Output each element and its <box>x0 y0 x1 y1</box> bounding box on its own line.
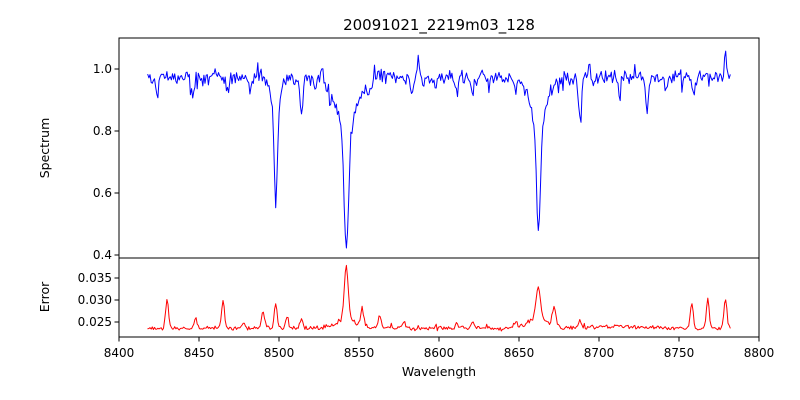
x-tick-label: 8750 <box>664 346 695 360</box>
axis-ticks: 0.4 0.6 0.8 1.0 0.025 0.030 0.035 8400 8450 8500 8… <box>78 62 775 360</box>
x-tick-label: 8800 <box>744 346 775 360</box>
x-tick-label: 8550 <box>344 346 375 360</box>
error-y-tick-label: 0.035 <box>78 271 112 285</box>
error-y-tick-label: 0.030 <box>78 293 112 307</box>
spectrum-y-tick-label: 0.6 <box>93 186 112 200</box>
x-tick-label: 8500 <box>264 346 295 360</box>
spectrum-y-tick-label: 0.4 <box>93 248 112 262</box>
spectrum-y-axis-label: Spectrum <box>37 118 52 179</box>
axes-panels <box>118 37 760 338</box>
error-y-axis-label: Error <box>37 281 52 312</box>
error-line <box>147 264 731 332</box>
figure-title: 20091021_2219m03_128 <box>343 16 535 35</box>
spectrum-y-tick-label: 1.0 <box>93 62 112 76</box>
x-tick-label: 8400 <box>104 346 135 360</box>
spectrum-line <box>147 50 731 249</box>
error-y-tick-label: 0.025 <box>78 315 112 329</box>
x-tick-label: 8450 <box>184 346 215 360</box>
x-tick-label: 8650 <box>504 346 535 360</box>
x-tick-label: 8700 <box>584 346 615 360</box>
x-axis-label: Wavelength <box>402 364 476 379</box>
spectrum-y-tick-label: 0.8 <box>93 124 112 138</box>
x-tick-label: 8600 <box>424 346 455 360</box>
data-series <box>147 50 731 332</box>
error-panel-border <box>118 257 760 338</box>
